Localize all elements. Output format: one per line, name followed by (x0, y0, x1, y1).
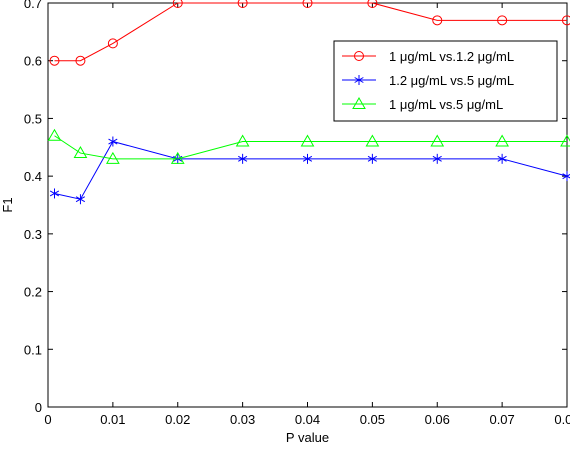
x-tick-label: 0.07 (489, 412, 514, 427)
x-tick-label: 0.04 (295, 412, 320, 427)
y-tick-label: 0.5 (24, 111, 42, 126)
y-tick-label: 0.6 (24, 54, 42, 69)
x-tick-label: 0.02 (165, 412, 190, 427)
y-tick-label: 0.3 (24, 227, 42, 242)
x-tick-label: 0 (44, 412, 51, 427)
x-tick-label: 0.03 (230, 412, 255, 427)
legend-label-3: 1 μg/mL vs.5 μg/mL (389, 97, 503, 112)
legend-label-2: 1.2 μg/mL vs.5 μg/mL (389, 73, 514, 88)
y-tick-label: 0.4 (24, 169, 42, 184)
y-tick-label: 0 (35, 400, 42, 415)
x-axis-label: P value (286, 430, 329, 445)
legend-label-1: 1 μg/mL vs.1.2 μg/mL (389, 49, 514, 64)
y-tick-label: 0.1 (24, 342, 42, 357)
y-tick-label: 0.2 (24, 285, 42, 300)
x-tick-label: 0.05 (360, 412, 385, 427)
y-axis-label: F1 (0, 197, 15, 212)
x-tick-label: 0.01 (100, 412, 125, 427)
y-tick-label: 0.7 (24, 0, 42, 11)
x-tick-label: 0.08 (554, 412, 570, 427)
x-tick-label: 0.06 (425, 412, 450, 427)
